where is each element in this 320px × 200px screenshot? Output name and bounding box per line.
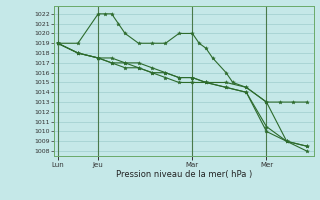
X-axis label: Pression niveau de la mer( hPa ): Pression niveau de la mer( hPa )	[116, 170, 252, 179]
